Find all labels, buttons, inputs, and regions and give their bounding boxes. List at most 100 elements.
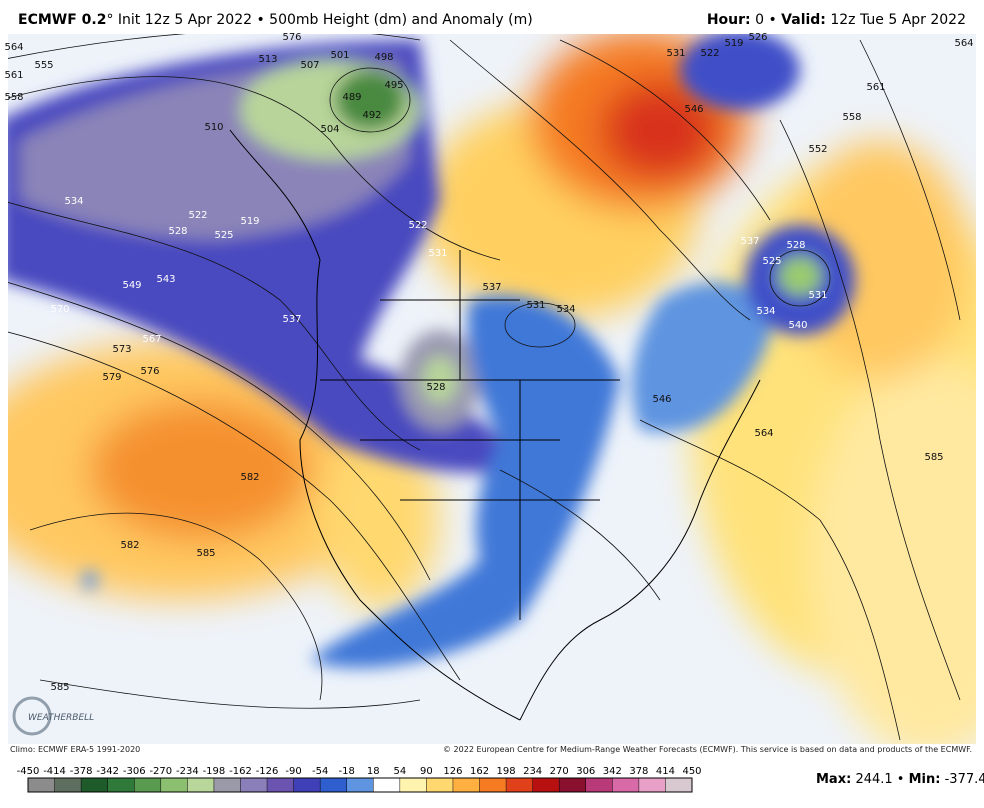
colorbar-tick-label: 162 [470,766,489,777]
colorbar-tick-label: 54 [393,766,406,777]
contour-label: 564 [954,38,973,49]
contour-label: 549 [122,280,141,291]
colorbar-tick-label: 306 [576,766,595,777]
colorbar-swatch [160,778,188,792]
contour-label: 489 [342,92,361,103]
contour-label: 585 [196,548,215,559]
contour-label: 495 [384,80,403,91]
contour-label: 576 [140,366,159,377]
copyright: © 2022 European Centre for Medium-Range … [443,745,972,754]
colorbar-swatch [638,778,666,792]
contour-label: 492 [362,110,381,121]
colorbar-swatch [479,778,507,792]
contour-label: 564 [4,42,23,53]
contour-label: 498 [374,52,393,63]
header-right: Hour: 0 • Valid: 12z Tue 5 Apr 2022 [707,12,966,28]
contour-label: 531 [526,300,545,311]
colorbar: -450 -414 -378 -342 -306 -270 -234 -198 -162 -126… [17,766,702,793]
contour-label: 534 [64,196,83,207]
colorbar-swatch [426,778,453,792]
contour-label: 519 [724,38,743,49]
init: ° Init 12z 5 Apr 2022 • 500mb Height (dm… [106,12,533,28]
colorbar-tick-label: -270 [149,766,172,777]
contour-label: 567 [142,334,161,345]
colorbar-swatch [506,778,533,792]
contour-label: 531 [666,48,685,59]
colorbar-swatch [267,778,294,792]
colorbar-tick-label: 342 [603,766,622,777]
contour-label: 585 [50,682,69,693]
colorbar-swatch [293,778,321,792]
model: ECMWF 0.2 [18,12,107,28]
contour-label: 585 [924,452,943,463]
colorbar-tick-label: -342 [96,766,119,777]
contours [8,34,961,741]
valid-label: Valid: [781,12,826,28]
sep: • [896,772,905,787]
colorbar-tick-label: 18 [367,766,380,777]
contour-label: 513 [258,54,277,65]
colorbar-swatch [399,778,427,792]
colorbar-tick-label: 198 [497,766,516,777]
colorbar-tick-label: 270 [550,766,569,777]
colorbar-swatch [585,778,613,792]
colorbar-tick-label: 414 [656,766,675,777]
colorbar-tick-label: 450 [682,766,701,777]
contour-label: 540 [788,320,807,331]
colorbar-tick-label: -234 [176,766,199,777]
contour-label: 582 [120,540,139,551]
contour-label: 582 [240,472,259,483]
colorbar-swatch [28,778,55,792]
hour: 0 • [755,12,777,28]
colorbar-swatch [54,778,82,792]
colorbar-tick-label: -162 [229,766,252,777]
contour-label: 519 [240,216,259,227]
contour-label: 537 [740,236,759,247]
colorbar-tick-label: -414 [43,766,66,777]
contour-label: 543 [156,274,175,285]
colorbar-swatch [559,778,586,792]
colorbar-tick-label: 378 [629,766,648,777]
colorbar-tick-label: -198 [203,766,226,777]
valid: 12z Tue 5 Apr 2022 [830,12,966,28]
contour-label: 528 [426,382,445,393]
contour-label: 564 [754,428,773,439]
contour-label: 510 [204,122,223,133]
hour-label: Hour: [706,12,751,28]
colorbar-swatch [213,778,241,792]
colorbar-tick-label: -306 [123,766,146,777]
colorbar-swatch [240,778,268,792]
contour-label: 504 [320,124,339,135]
climo: Climo: ECMWF ERA-5 1991-2020 [10,745,141,754]
contour-label: 528 [168,226,187,237]
contour-label: 561 [4,70,23,81]
min-label: Min: [908,772,941,787]
colorbar-swatch [320,778,347,792]
colorbar-swatch [187,778,214,792]
max-label: Max: [816,772,852,787]
colorbar-tick-label: -18 [339,766,355,777]
colorbar-swatch [373,778,400,792]
stats: Max: 244.1 • Min: -377.4 [816,772,984,787]
contour-label: 558 [4,92,23,103]
colorbar-swatch [81,778,108,792]
contour-label: 534 [556,304,575,315]
colorbar-swatch [107,778,135,792]
contour-label: 525 [762,256,781,267]
contour-label: 546 [684,104,703,115]
coastlines [229,129,761,721]
colorbar-tick-label: -450 [17,766,40,777]
contour-label: 534 [756,306,775,317]
colorbar-tick-label: 90 [420,766,433,777]
colorbar-tick-label: -126 [256,766,279,777]
contour-label: 531 [428,248,447,259]
colorbar-swatch [665,778,692,792]
contour-label: 570 [50,304,69,315]
contour-label: 528 [786,240,805,251]
logo: WEATHERBELL [12,696,94,736]
header-left: ECMWF 0.2° Init 12z 5 Apr 2022 • 500mb H… [18,12,533,28]
contour-label: 537 [282,314,301,325]
contour-label: 526 [748,32,767,43]
